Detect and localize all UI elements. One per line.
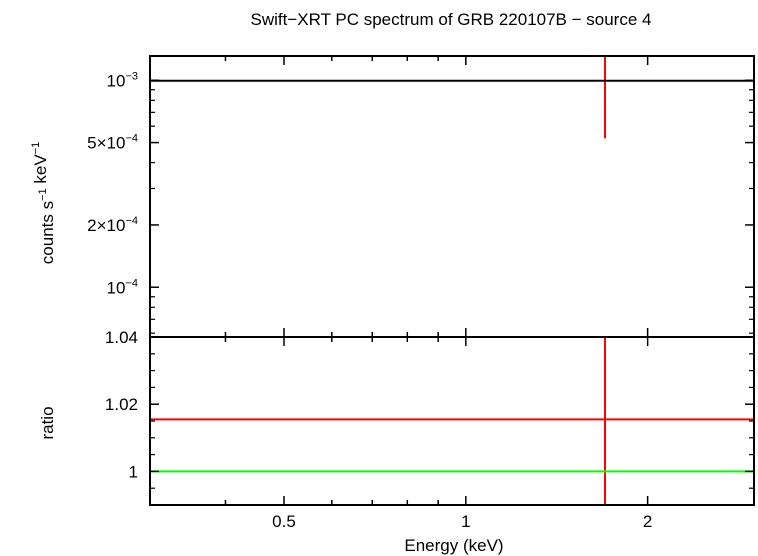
spectrum-frame — [149, 55, 755, 338]
spectrum-y-tick-label: 10−4 — [107, 277, 138, 297]
x-tick-label: 1 — [461, 512, 470, 531]
spectrum-y-tick-label: 2×10−4 — [87, 215, 138, 235]
ratio-panel: 1.04 1.02 1 0.5 1 2 — [105, 328, 755, 531]
ratio-data-point — [150, 337, 754, 505]
ratio-y-tick-label: 1 — [129, 462, 138, 481]
ratio-frame — [149, 336, 755, 506]
ratio-y-tick-label: 1.02 — [105, 395, 138, 414]
x-tick-label: 0.5 — [272, 512, 296, 531]
spectrum-y-axis-label: counts s−1 keV−1 — [30, 142, 57, 264]
x-axis-label: Energy (keV) — [404, 536, 503, 555]
chart-title: Swift−XRT PC spectrum of GRB 220107B − s… — [251, 10, 652, 29]
ratio-y-tick-label: 1.04 — [105, 328, 138, 347]
spectrum-y-tick-label: 10−3 — [107, 70, 138, 90]
spectrum-panel: 10−3 5×10−4 2×10−4 10−4 — [87, 55, 755, 338]
ratio-y-axis-label: ratio — [38, 406, 57, 439]
spectrum-y-tick-label: 5×10−4 — [87, 133, 138, 153]
x-tick-label: 2 — [643, 512, 652, 531]
